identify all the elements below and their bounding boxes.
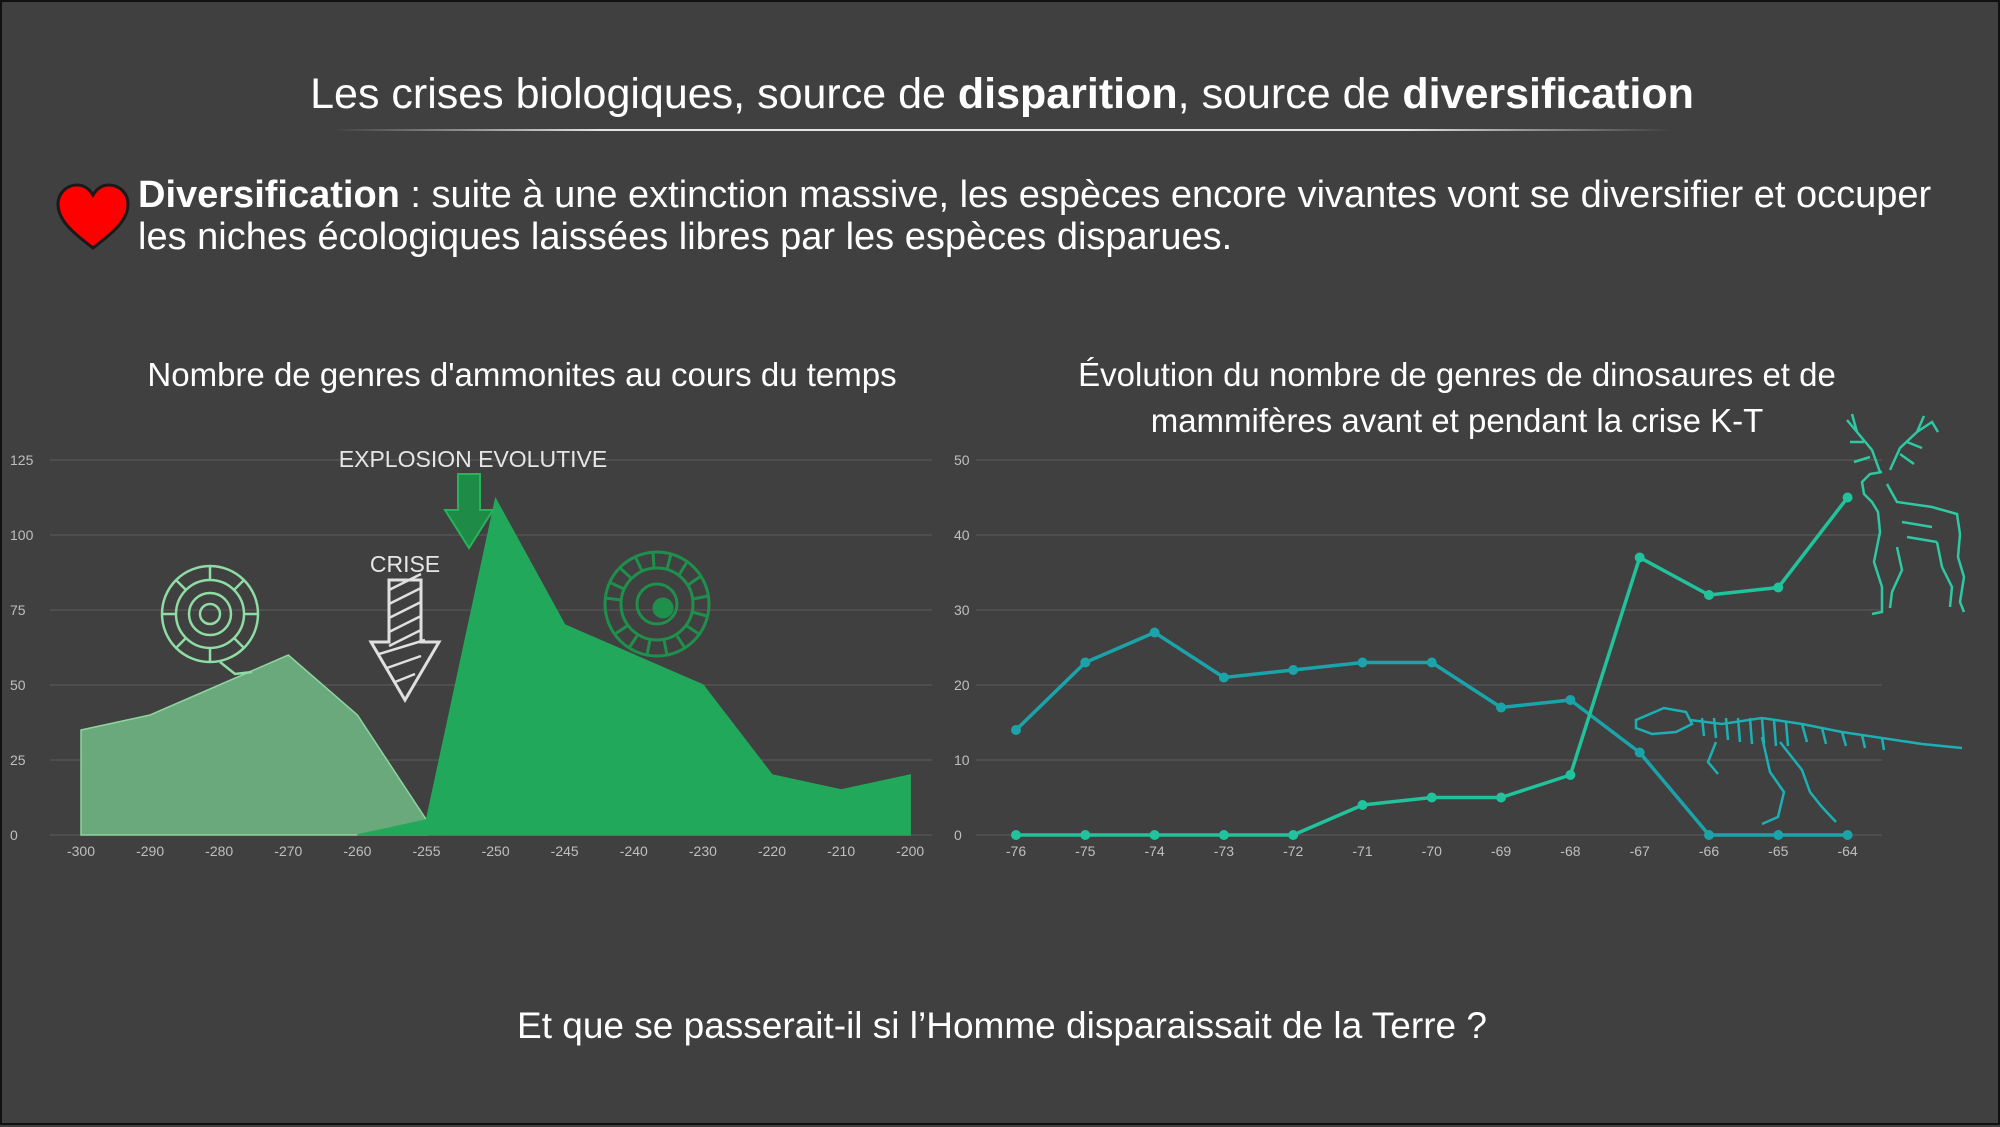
ammonite-x-tick: -240 bbox=[620, 843, 648, 859]
kt-point-series-2 bbox=[1149, 830, 1160, 840]
definition-text: : suite à une extinction massive, les es… bbox=[138, 174, 1932, 258]
kt-point-series-1 bbox=[1773, 830, 1784, 840]
ammonite-x-tick: -230 bbox=[689, 843, 717, 859]
kt-point-series-2 bbox=[1357, 800, 1368, 810]
kt-point-series-1 bbox=[1149, 627, 1160, 638]
ammonite-icon bbox=[160, 564, 260, 676]
title-part-2: , source de bbox=[1177, 70, 1403, 118]
kt-x-tick: -66 bbox=[1699, 843, 1719, 859]
kt-point-series-2 bbox=[1565, 770, 1576, 780]
kt-point-series-1 bbox=[1634, 747, 1645, 758]
kt-x-tick: -72 bbox=[1283, 843, 1303, 859]
ammonite-x-tick: -210 bbox=[827, 843, 855, 859]
kt-x-tick: -74 bbox=[1144, 843, 1164, 859]
title-bold-2: diversification bbox=[1402, 70, 1694, 118]
ammonite-x-tick: -300 bbox=[67, 843, 95, 859]
kt-x-tick: -64 bbox=[1837, 843, 1857, 859]
ammonite-annotation-1: CRISE bbox=[370, 551, 440, 577]
ammonite-x-tick: -270 bbox=[274, 843, 302, 859]
kt-chart-lines bbox=[1011, 492, 1853, 840]
ammonite-x-tick: -255 bbox=[412, 843, 440, 859]
kt-point-series-1 bbox=[1842, 830, 1853, 840]
kt-y-tick: 50 bbox=[954, 452, 970, 468]
kt-y-tick: 10 bbox=[954, 752, 970, 768]
kt-point-series-1 bbox=[1218, 672, 1229, 683]
title-bold-1: disparition bbox=[957, 70, 1178, 118]
kt-x-tick: -70 bbox=[1422, 843, 1442, 859]
kt-point-series-1 bbox=[1496, 702, 1507, 713]
ammonite-annotation-2: EXPLOSION EVOLUTIVE bbox=[339, 446, 607, 472]
kt-chart-title: Évolution du nombre de genres de dinosau… bbox=[1078, 356, 1836, 439]
kt-point-series-1 bbox=[1426, 657, 1437, 668]
title-underline bbox=[332, 129, 1672, 131]
kt-x-tick: -71 bbox=[1352, 843, 1372, 859]
ammonite-area-series-2 bbox=[357, 496, 911, 836]
kt-x-tick: -65 bbox=[1768, 843, 1788, 859]
kt-chart-labels: 0 10 20 30 40 50 -76 -75 -74 -73 -72 -71 -70 -69 -68 -6… bbox=[954, 452, 1858, 859]
kt-chart-grid bbox=[976, 459, 1882, 836]
kt-point-series-1 bbox=[1080, 657, 1091, 668]
kt-point-series-2 bbox=[1288, 830, 1299, 840]
kt-y-tick: 30 bbox=[954, 602, 970, 618]
ammonite-area-series-1 bbox=[80, 654, 428, 836]
kt-point-series-1 bbox=[1011, 725, 1021, 735]
ammonite-chart-title: Nombre de genres d'ammonites au cours du… bbox=[147, 356, 897, 393]
kt-x-tick: -76 bbox=[1006, 843, 1026, 859]
kt-point-series-2 bbox=[1218, 830, 1229, 840]
slide-title: Les crises biologiques, source de dispar… bbox=[2, 70, 2000, 119]
kt-x-tick: -73 bbox=[1214, 843, 1234, 859]
ammonite-x-tick: -280 bbox=[205, 843, 233, 859]
kt-point-series-2 bbox=[1704, 590, 1714, 600]
ammonite-chart-areas bbox=[80, 496, 911, 836]
kt-point-series-1 bbox=[1288, 665, 1299, 675]
kt-point-series-2 bbox=[1842, 492, 1853, 503]
definition-term: Diversification bbox=[138, 174, 400, 216]
kt-point-series-1 bbox=[1357, 657, 1368, 668]
kt-x-tick: -68 bbox=[1560, 843, 1580, 859]
ammonite-y-tick: 125 bbox=[10, 452, 34, 468]
closing-question: Et que se passerait-il si l’Homme dispar… bbox=[517, 1005, 1487, 1046]
kt-point-series-2 bbox=[1496, 792, 1507, 803]
kt-x-tick: -75 bbox=[1075, 843, 1095, 859]
kt-y-tick: 40 bbox=[954, 527, 970, 543]
ammonite-x-tick: -290 bbox=[136, 843, 164, 859]
ammonite-x-tick: -250 bbox=[482, 843, 510, 859]
kt-point-series-2 bbox=[1426, 792, 1437, 803]
down-arrow-icon bbox=[368, 572, 442, 703]
kt-x-tick: -67 bbox=[1630, 843, 1650, 859]
ammonite-chart-labels: 0 25 50 75 100 125 -300 -290 -280 -270 -260 -255 -25… bbox=[10, 446, 924, 859]
ammonite-y-tick: 0 bbox=[10, 827, 18, 843]
ammonite-y-tick: 100 bbox=[10, 527, 34, 543]
kt-point-series-2 bbox=[1011, 830, 1021, 840]
ammonite-x-tick: -220 bbox=[758, 843, 786, 859]
heart-icon bbox=[56, 183, 130, 250]
kt-point-series-2 bbox=[1773, 582, 1784, 593]
ammonite-x-tick: -245 bbox=[551, 843, 579, 859]
ammonite-y-tick: 75 bbox=[10, 602, 26, 618]
title-part-1: Les crises biologiques, source de bbox=[310, 70, 958, 118]
deer-icon bbox=[1846, 413, 1966, 616]
kt-point-series-2 bbox=[1634, 552, 1645, 563]
kt-point-series-1 bbox=[1565, 695, 1576, 705]
ammonite-x-tick: -260 bbox=[343, 843, 371, 859]
ammonite-x-tick: -200 bbox=[896, 843, 924, 859]
kt-y-tick: 20 bbox=[954, 677, 970, 693]
ammonite-y-tick: 50 bbox=[10, 677, 26, 693]
down-arrow-icon bbox=[443, 473, 495, 550]
kt-y-tick: 0 bbox=[954, 827, 962, 843]
definition-paragraph: Diversification : suite à une extinction… bbox=[138, 174, 1958, 258]
kt-point-series-1 bbox=[1704, 830, 1714, 840]
kt-point-series-2 bbox=[1080, 830, 1091, 840]
dinosaur-skeleton-icon bbox=[1634, 706, 1963, 826]
kt-x-tick: -69 bbox=[1491, 843, 1511, 859]
ammonite-y-tick: 25 bbox=[10, 752, 26, 768]
ammonite-icon bbox=[603, 550, 711, 658]
